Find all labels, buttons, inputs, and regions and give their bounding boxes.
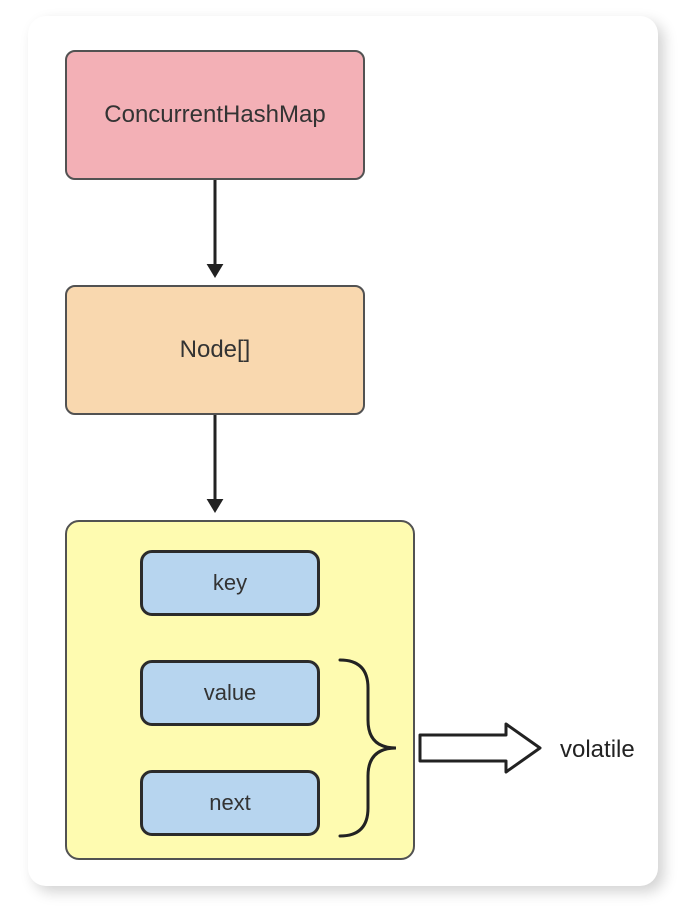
node-label: Node[] (180, 336, 251, 364)
field-key: key (140, 550, 320, 616)
field-value: value (140, 660, 320, 726)
field-label: key (213, 570, 247, 596)
field-next: next (140, 770, 320, 836)
field-label: value (204, 680, 257, 706)
node-concurrenthashmap: ConcurrentHashMap (65, 50, 365, 180)
node-nodearray: Node[] (65, 285, 365, 415)
field-label: next (209, 790, 251, 816)
volatile-label: volatile (560, 736, 635, 764)
node-label: ConcurrentHashMap (104, 101, 325, 129)
